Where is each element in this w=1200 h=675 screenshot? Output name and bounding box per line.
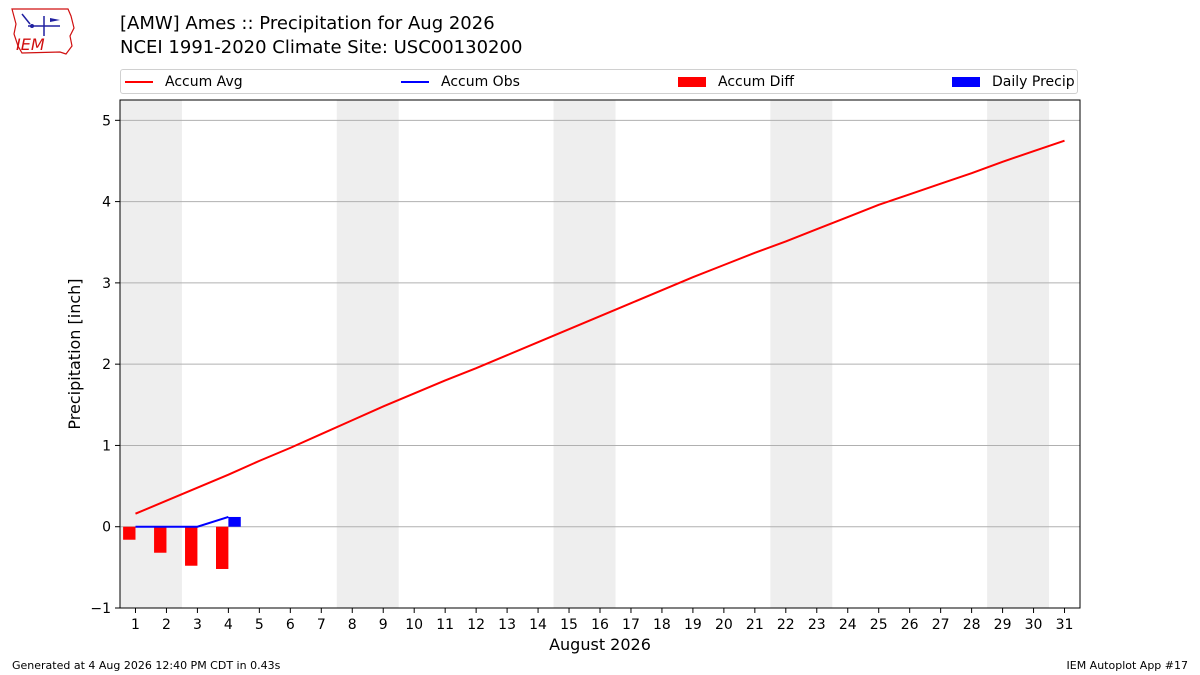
x-tick-label: 22: [777, 617, 795, 633]
legend-item-accum-obs: Accum Obs: [401, 70, 520, 94]
x-tick-label: 19: [684, 617, 702, 633]
legend-item-accum-diff: Accum Diff: [678, 70, 794, 94]
accum-diff-bar: [185, 526, 198, 566]
accum-obs-line: [135, 516, 229, 528]
x-tick-label: 20: [715, 617, 733, 633]
accum-diff-bar: [123, 526, 136, 540]
x-tick-label: 25: [870, 617, 888, 633]
x-tick-label: 21: [746, 617, 764, 633]
x-tick-label: 26: [901, 617, 919, 633]
x-tick-label: 13: [498, 617, 516, 633]
x-tick-label: 31: [1056, 617, 1074, 633]
accum-diff-bar: [216, 526, 229, 569]
x-tick-label: 4: [224, 617, 233, 633]
x-tick-label: 18: [653, 617, 671, 633]
footer-app: IEM Autoplot App #17: [1066, 659, 1189, 672]
legend-label: Daily Precip: [992, 74, 1075, 90]
x-tick-label: 23: [808, 617, 826, 633]
chart-subtitle: NCEI 1991-2020 Climate Site: USC00130200: [120, 37, 523, 58]
x-tick-label: 8: [348, 617, 357, 633]
bars: [123, 516, 241, 569]
x-tick-label: 7: [317, 617, 326, 633]
x-tick-label: 5: [255, 617, 264, 633]
legend: Accum Avg Accum Obs Accum Diff Daily Pre…: [120, 69, 1078, 94]
y-tick-label: 2: [102, 357, 111, 373]
y-tick-label: 3: [102, 276, 111, 292]
x-tick-label: 6: [286, 617, 295, 633]
svg-text:IEM: IEM: [16, 35, 45, 54]
x-tick-label: 10: [405, 617, 423, 633]
legend-label: Accum Avg: [165, 74, 243, 90]
series-lines: [135, 139, 1065, 528]
y-tick-label: 4: [102, 195, 111, 211]
x-tick-label: 27: [932, 617, 950, 633]
x-tick-label: 9: [379, 617, 388, 633]
weekend-shading: [120, 100, 1050, 608]
legend-swatch: [952, 77, 980, 87]
weekend-band: [770, 100, 833, 608]
daily-precip-bar: [228, 516, 241, 527]
x-tick-label: 16: [591, 617, 609, 633]
x-tick-label: 29: [994, 617, 1012, 633]
accum-avg-line: [135, 139, 1065, 515]
y-tick-label: 0: [102, 520, 111, 536]
x-tick-label: 11: [436, 617, 454, 633]
y-axis-label: Precipitation [inch]: [65, 278, 84, 429]
x-tick-label: 28: [963, 617, 981, 633]
legend-label: Accum Obs: [441, 74, 520, 90]
x-tick-label: 24: [839, 617, 857, 633]
legend-item-accum-avg: Accum Avg: [125, 70, 243, 94]
legend-swatch: [125, 81, 153, 83]
weekend-band: [987, 100, 1050, 608]
y-tick-label: 1: [102, 438, 111, 454]
x-tick-label: 12: [467, 617, 485, 633]
x-axis-ticks: 1 2 3 4 5 6 7 8 9 10 11 12 13 14 15 16 17 18 19 20 21 22 23 24 2…: [131, 608, 1073, 633]
weekend-band: [120, 100, 182, 608]
legend-swatch: [678, 77, 706, 87]
footer-generated: Generated at 4 Aug 2026 12:40 PM CDT in …: [12, 659, 281, 672]
x-axis-label: August 2026: [549, 635, 651, 654]
chart-title: [AMW] Ames :: Precipitation for Aug 2026: [120, 13, 495, 34]
weekend-band: [336, 100, 399, 608]
x-tick-label: 14: [529, 617, 547, 633]
weekend-band: [553, 100, 616, 608]
legend-label: Accum Diff: [718, 74, 795, 90]
x-tick-label: 2: [162, 617, 171, 633]
accum-diff-bar: [154, 526, 167, 553]
x-tick-label: 1: [131, 617, 140, 633]
y-tick-label: 5: [102, 113, 111, 129]
x-tick-label: 17: [622, 617, 640, 633]
legend-item-daily-precip: Daily Precip: [952, 70, 1075, 94]
legend-swatch: [401, 81, 429, 83]
x-tick-label: 15: [560, 617, 578, 633]
x-tick-label: 3: [193, 617, 202, 633]
y-tick-label: −1: [90, 601, 111, 617]
x-tick-label: 30: [1025, 617, 1043, 633]
iem-logo: IEM: [11, 8, 75, 55]
y-axis-ticks: −1 0 1 2 3 4 5: [90, 113, 120, 617]
